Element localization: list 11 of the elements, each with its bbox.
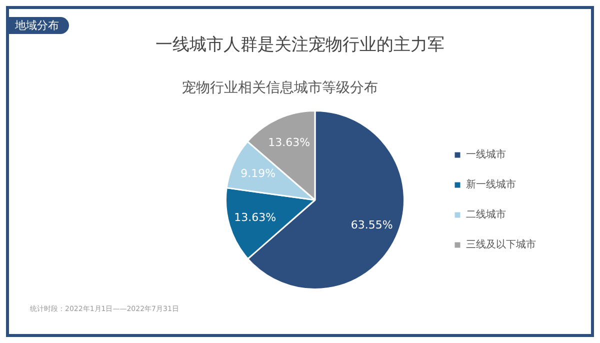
legend-label: 三线及以下城市: [466, 238, 536, 251]
data-label: 13.63%: [234, 210, 276, 224]
data-label: 63.55%: [350, 218, 393, 232]
data-label: 9.19%: [240, 167, 276, 180]
legend-label: 一线城市: [466, 148, 506, 161]
data-label: 13.63%: [268, 136, 310, 150]
legend-label: 二线城市: [466, 208, 506, 221]
chart-subtitle: 宠物行业相关信息城市等级分布: [181, 79, 379, 97]
chart-title: 一线城市人群是关注宠物行业的主力军: [154, 34, 446, 56]
legend-label: 新一线城市: [466, 178, 516, 191]
text: 地域分布: [9, 17, 69, 34]
